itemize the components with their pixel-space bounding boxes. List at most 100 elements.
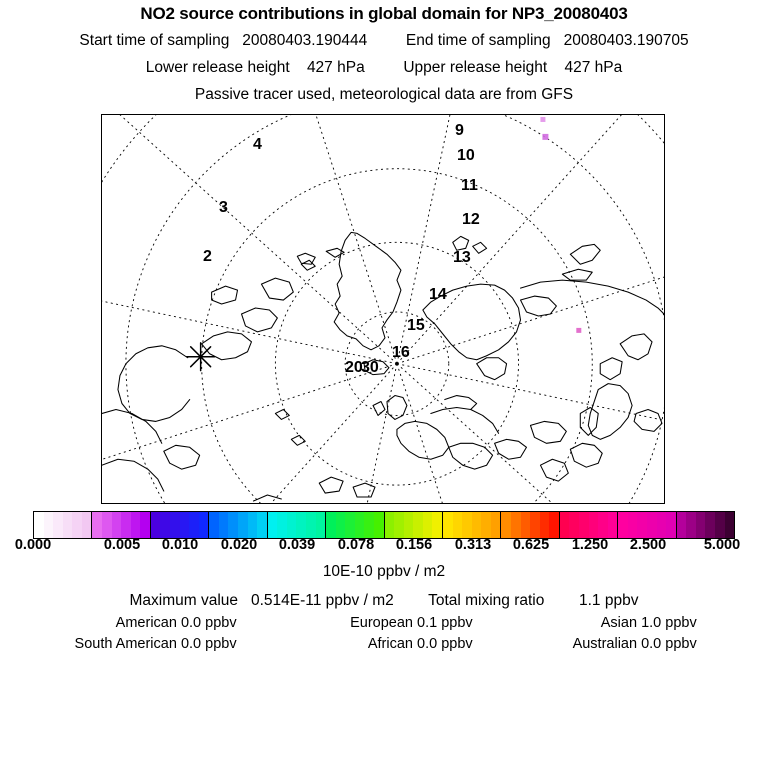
colorbar-step <box>62 512 73 538</box>
start-time-value: 20080403.190444 <box>242 32 368 49</box>
colorbar-step <box>549 512 559 538</box>
colorbar-step <box>315 512 326 538</box>
region-value: 0.1 ppbv <box>417 615 473 631</box>
map-panel[interactable]: 4 9 10 11 12 3 13 2 14 15 16 20 30 <box>101 114 665 504</box>
colorbar-segment-11 <box>676 512 735 538</box>
colorbar-segment-5 <box>326 512 385 538</box>
colorbar-step <box>510 512 521 538</box>
colorbar-segment-4 <box>267 512 327 538</box>
meridian-label-15: 15 <box>407 317 425 334</box>
colorbar-segment-7 <box>442 512 502 538</box>
region-name: South American <box>74 636 177 652</box>
meridian-label-4: 4 <box>253 136 262 153</box>
colorbar-tick-1: 0.005 <box>103 537 141 553</box>
colorbar-step <box>462 512 472 538</box>
colorbar-step <box>724 512 735 538</box>
colorbar-step <box>335 512 346 538</box>
colorbar-step <box>198 512 209 538</box>
colorbar-step <box>588 512 599 538</box>
colorbar-step <box>81 512 92 538</box>
colorbar-step <box>422 512 433 538</box>
colorbar-tick-6: 0.156 <box>395 537 433 553</box>
colorbar-step <box>102 512 112 538</box>
total-mixing-ratio-label: Total mixing ratio <box>428 592 545 609</box>
polar-stereographic-map <box>102 115 664 503</box>
colorbar-step <box>43 512 54 538</box>
colorbar-step <box>345 512 355 538</box>
lower-release-height-value: 427 hPa <box>306 59 365 76</box>
colorbar-step <box>627 512 638 538</box>
colorbar-tick-5: 0.078 <box>337 537 375 553</box>
colorbar-step <box>34 512 44 538</box>
meridian-label-16: 16 <box>392 344 410 361</box>
region-name: European <box>350 615 413 631</box>
colorbar-tick-3: 0.020 <box>220 537 258 553</box>
meridian-label-11: 11 <box>461 177 478 194</box>
colorbar-step <box>637 512 647 538</box>
meridian-label-14: 14 <box>429 286 447 303</box>
colorbar-tick-8: 0.625 <box>512 537 550 553</box>
colorbar-segment-6 <box>384 512 443 538</box>
colorbar-tick-10: 2.500 <box>629 537 667 553</box>
colorbar-step <box>676 512 687 538</box>
sampling-time-line: Start time of sampling 20080403.190444 E… <box>0 32 768 50</box>
region-value: 0.0 ppbv <box>180 636 237 652</box>
colorbar-step <box>695 512 706 538</box>
colorbar-step <box>646 512 657 538</box>
colorbar-step <box>471 512 482 538</box>
region-name: African <box>367 636 413 652</box>
coastlines <box>102 231 664 502</box>
table-row: American 0.0 ppbv European 0.1 ppbv Asia… <box>0 615 768 631</box>
colorbar-step <box>247 512 258 538</box>
meridian-label-9: 9 <box>455 122 464 139</box>
colorbar-step <box>394 512 404 538</box>
colorbar-step <box>481 512 491 538</box>
colorbar-step <box>452 512 463 538</box>
start-time-label: Start time of sampling <box>79 32 230 49</box>
colorbar-step <box>578 512 589 538</box>
colorbar-step <box>656 512 667 538</box>
colorbar-step <box>53 512 63 538</box>
region-value: 0.0 ppbv <box>180 615 237 631</box>
max-and-total-row: Maximum value 0.514E-11 ppbv / m2 Total … <box>0 592 768 610</box>
colorbar-wrap <box>33 511 735 539</box>
tracer-note: Passive tracer used, meteorological data… <box>194 86 574 103</box>
region-value: 1.0 ppbv <box>641 615 697 631</box>
region-name: Asian <box>600 615 638 631</box>
colorbar-step <box>111 512 122 538</box>
end-time-value: 20080403.190705 <box>563 32 689 49</box>
colorbar-step <box>140 512 150 538</box>
colorbar-segment-3 <box>209 512 268 538</box>
colorbar-step <box>179 512 190 538</box>
colorbar-step <box>559 512 570 538</box>
colorbar-step <box>714 512 725 538</box>
colorbar-step <box>257 512 267 538</box>
colorbar-step <box>92 512 102 538</box>
colorbar-step <box>209 512 219 538</box>
colorbar-step <box>121 512 131 538</box>
colorbar-step <box>384 512 395 538</box>
colorbar-tick-4: 0.039 <box>278 537 316 553</box>
colorbar-step <box>686 512 696 538</box>
statistics-block: Maximum value 0.514E-11 ppbv / m2 Total … <box>0 592 768 652</box>
colorbar-step <box>238 512 248 538</box>
colorbar-step <box>277 512 287 538</box>
colorbar-segment-8 <box>501 512 560 538</box>
colorbar-step <box>598 512 608 538</box>
colorbar-step <box>286 512 297 538</box>
colorbar-step <box>539 512 550 538</box>
colorbar <box>33 511 735 539</box>
colorbar-tick-9: 1.250 <box>571 537 609 553</box>
table-row: South American 0.0 ppbv African 0.0 ppbv… <box>0 636 768 652</box>
colorbar-step <box>432 512 442 538</box>
tracer-pixels <box>540 116 582 333</box>
release-site-marker <box>185 342 216 372</box>
colorbar-step <box>170 512 180 538</box>
colorbar-step <box>150 512 161 538</box>
meridian-label-3: 3 <box>219 199 228 216</box>
colorbar-tick-7: 0.313 <box>454 537 492 553</box>
release-height-line: Lower release height 427 hPa Upper relea… <box>0 59 768 77</box>
lower-release-height-label: Lower release height <box>145 59 290 76</box>
colorbar-step <box>520 512 531 538</box>
colorbar-step <box>569 512 579 538</box>
